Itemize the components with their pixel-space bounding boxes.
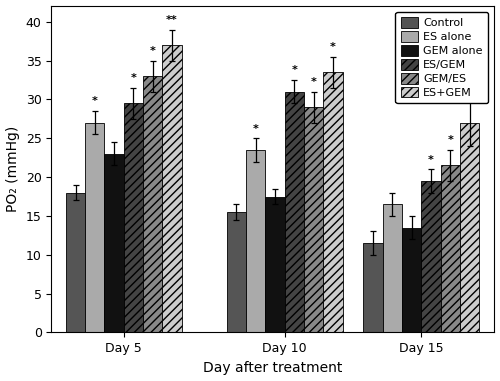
Bar — [383, 204, 402, 333]
Text: *: * — [150, 46, 156, 56]
Bar — [85, 123, 104, 333]
Bar — [364, 243, 383, 333]
Text: *: * — [92, 96, 98, 106]
Bar — [66, 193, 85, 333]
Bar — [266, 197, 284, 333]
Text: *: * — [448, 135, 454, 145]
Bar — [124, 103, 143, 333]
Bar — [226, 212, 246, 333]
Y-axis label: PO₂ (mmHg): PO₂ (mmHg) — [6, 126, 20, 213]
Bar — [162, 45, 182, 333]
X-axis label: Day after treatment: Day after treatment — [203, 361, 342, 375]
Bar — [460, 123, 479, 333]
Text: *: * — [252, 123, 258, 134]
Bar — [402, 227, 421, 333]
Bar — [284, 92, 304, 333]
Text: **: ** — [166, 15, 178, 25]
Text: **: ** — [464, 85, 475, 95]
Text: *: * — [130, 73, 136, 83]
Bar — [422, 181, 440, 333]
Text: *: * — [330, 42, 336, 52]
Text: *: * — [292, 66, 297, 75]
Bar — [304, 107, 323, 333]
Text: *: * — [428, 155, 434, 165]
Legend: Control, ES alone, GEM alone, ES/GEM, GEM/ES, ES+GEM: Control, ES alone, GEM alone, ES/GEM, GE… — [396, 12, 488, 104]
Bar — [323, 72, 342, 333]
Bar — [440, 165, 460, 333]
Bar — [143, 76, 163, 333]
Text: *: * — [310, 77, 316, 87]
Bar — [104, 154, 124, 333]
Bar — [246, 150, 266, 333]
